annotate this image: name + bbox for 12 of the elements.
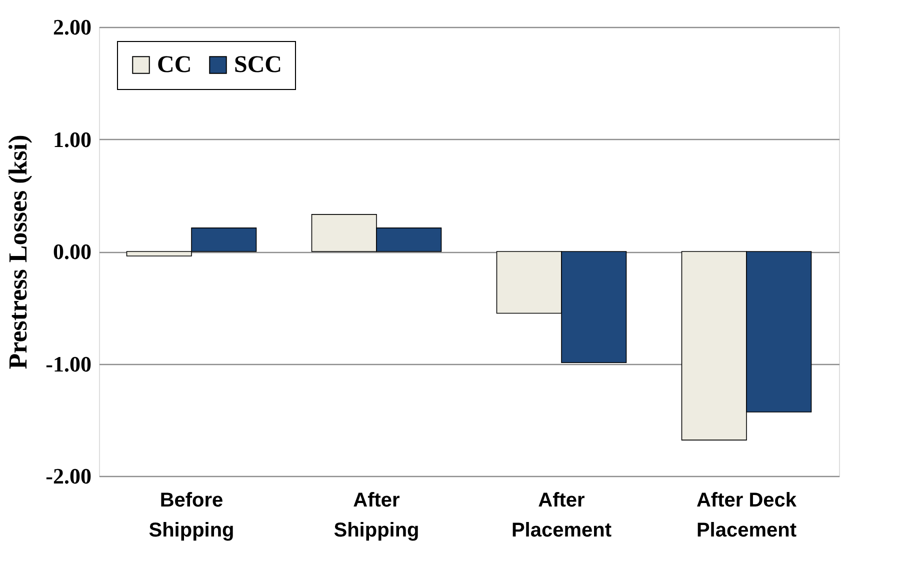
y-axis-title: Prestress Losses (ksi) xyxy=(4,134,33,370)
y-tick-label: 1.00 xyxy=(53,126,92,152)
x-tick-label: Before Shipping xyxy=(148,490,234,542)
x-tick-label: After Shipping xyxy=(334,490,420,542)
x-tick-label: After Deck Placement xyxy=(696,490,798,542)
y-tick-label: -1.00 xyxy=(46,351,92,376)
y-tick-label: 2.00 xyxy=(53,14,92,40)
legend-label: SCC xyxy=(234,52,282,78)
legend-label: CC xyxy=(157,52,192,78)
y-tick-label: -2.00 xyxy=(46,464,92,488)
y-tick-label: 0.00 xyxy=(53,239,92,264)
x-tick-label: After Placement xyxy=(511,490,612,542)
